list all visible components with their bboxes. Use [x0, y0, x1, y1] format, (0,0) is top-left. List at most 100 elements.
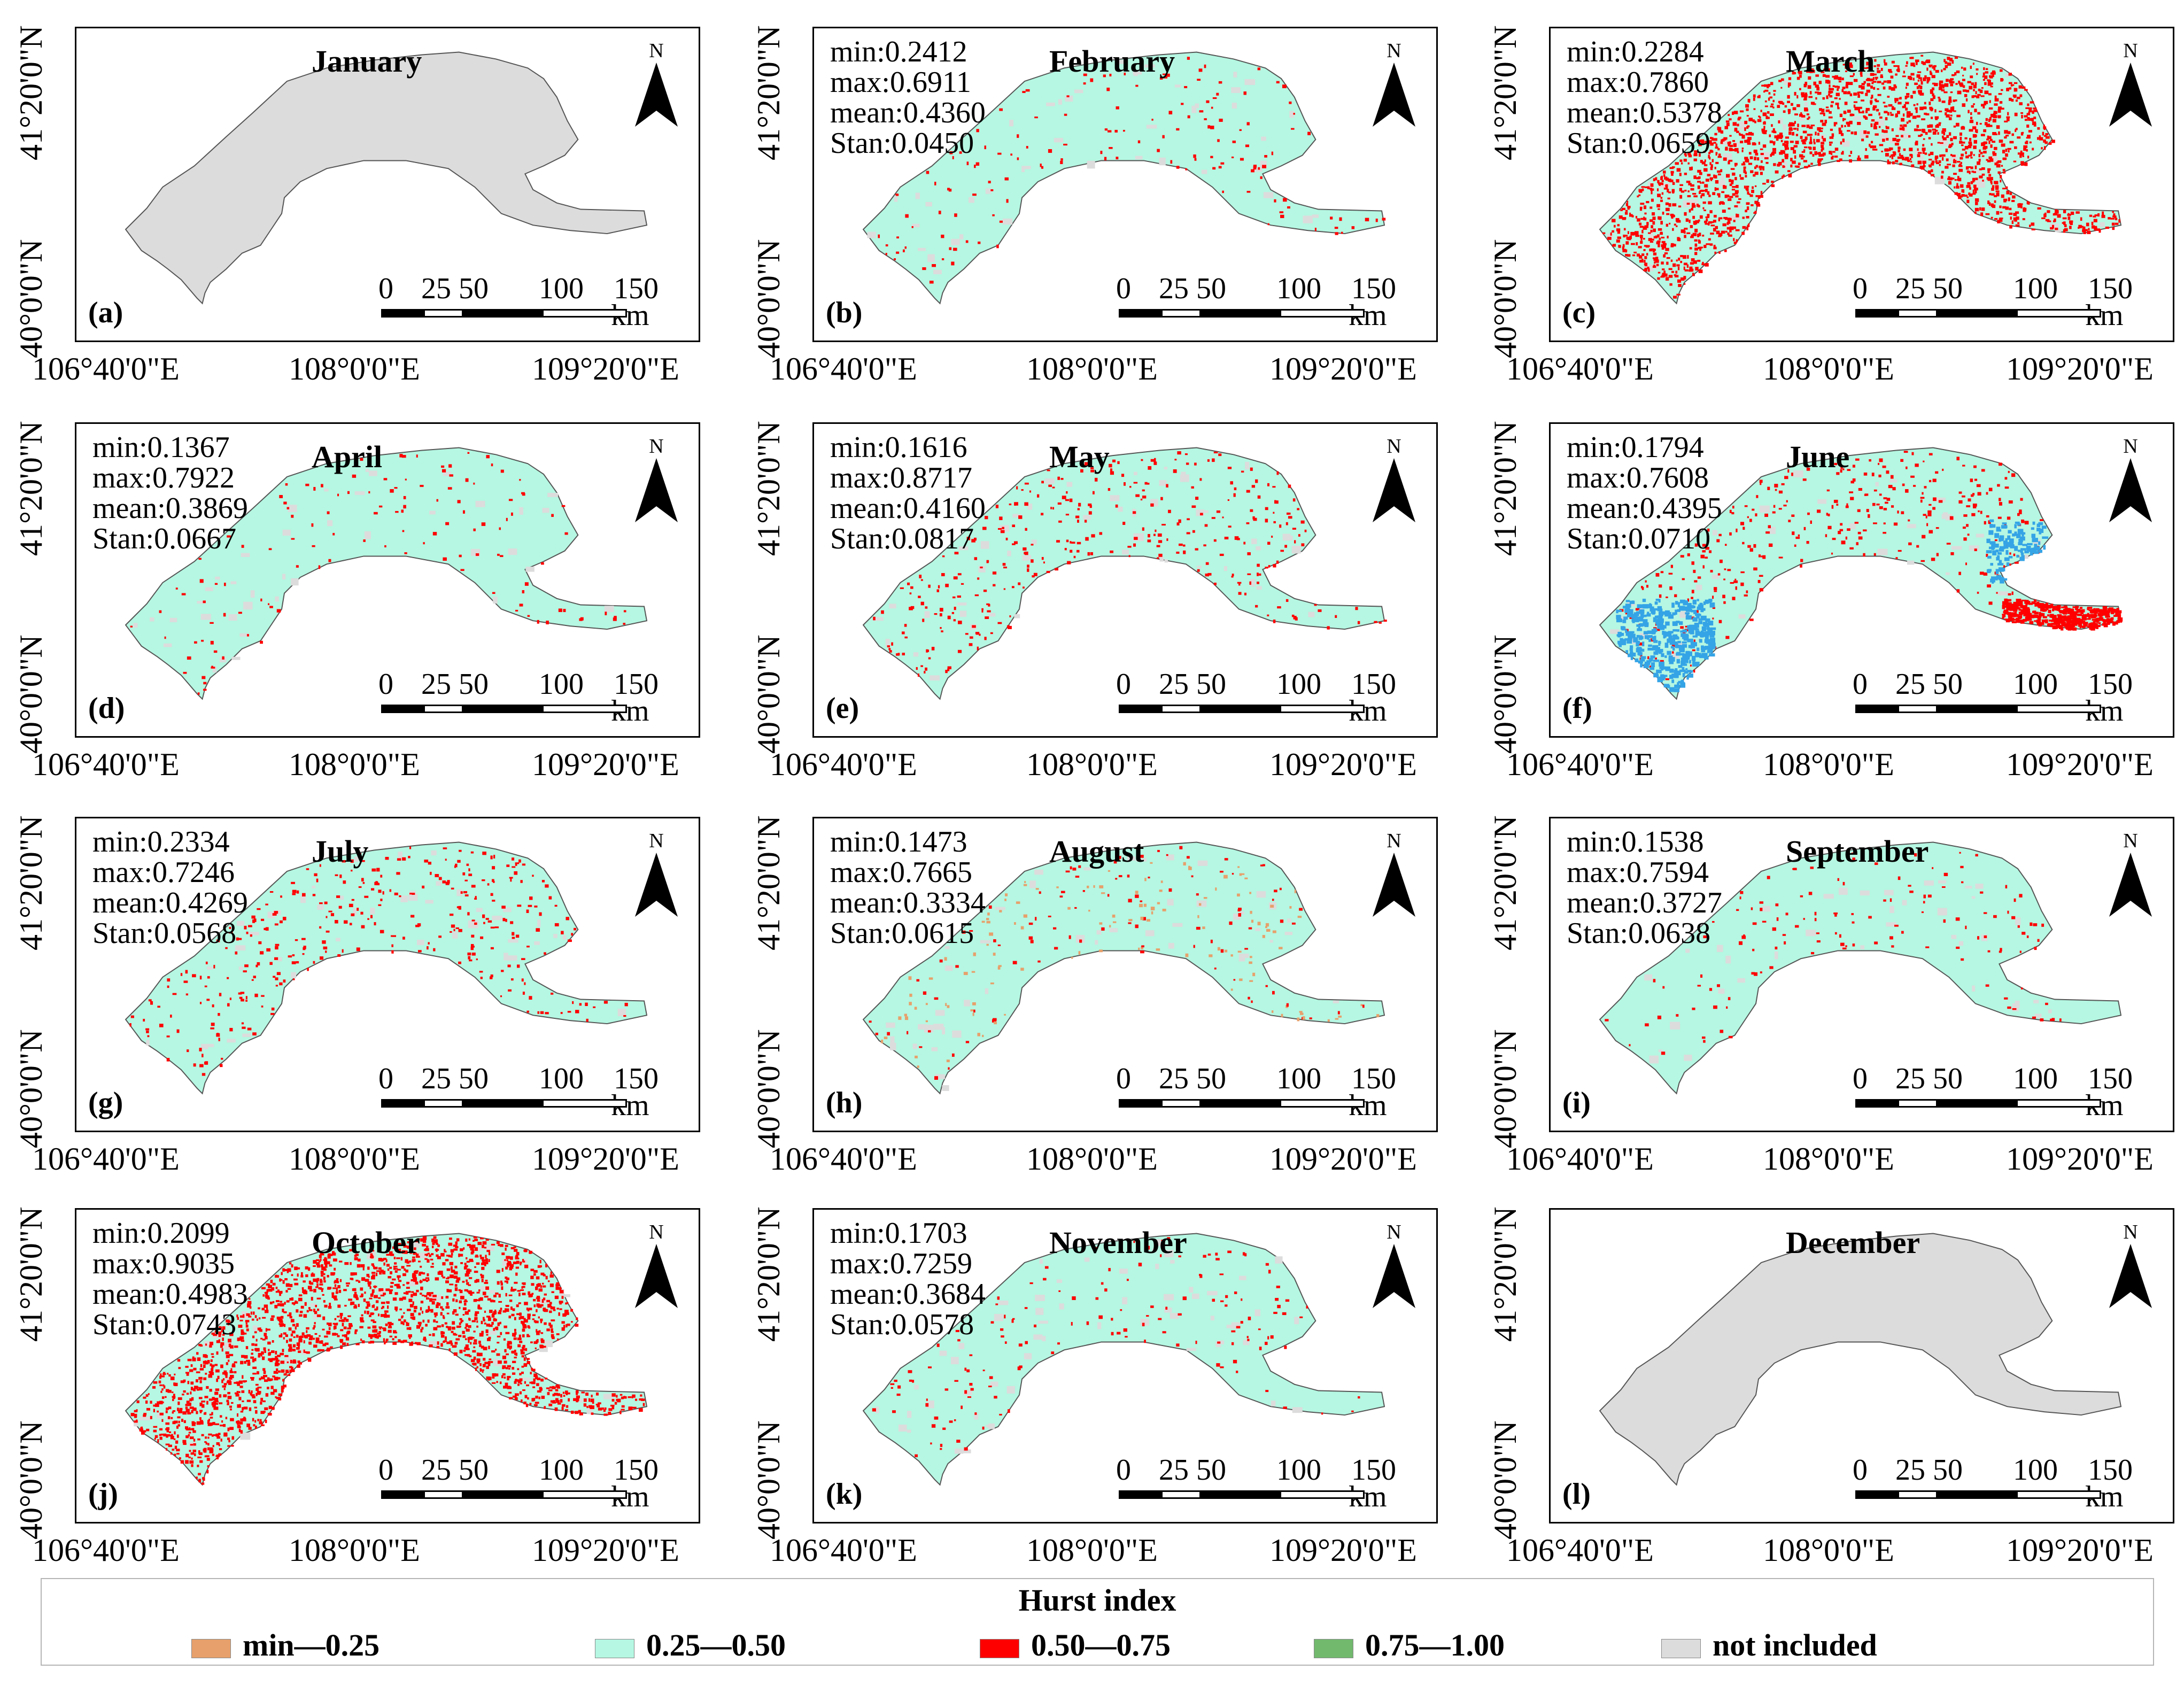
north-arrow-shape [635, 853, 678, 917]
scale-tick-label: 50 [1196, 668, 1226, 701]
north-arrow-icon: N [2101, 39, 2160, 129]
stats-block: min:0.1473 max:0.7665 mean:0.3334 Stan:0.06… [830, 827, 986, 949]
lake-outline [125, 51, 648, 305]
lake-outline [862, 447, 1385, 700]
scale-tick-label: 25 [1895, 1062, 1925, 1095]
lake-map [1599, 51, 2122, 305]
stats-block: min:0.2284 max:0.7860 mean:0.5378 Stan:0.06… [1567, 37, 1722, 159]
north-arrow-shape [635, 458, 678, 522]
stat-line: Stan:0.0568 [92, 917, 237, 950]
stats-block: min:0.2099 max:0.9035 mean:0.4983 Stan:0.07… [92, 1218, 248, 1340]
stat-line: max:0.6911 [830, 66, 971, 99]
lake-outline [1599, 841, 2122, 1095]
scale-tick-label: 25 [421, 272, 451, 305]
lon-label: 108°0'0"E [289, 747, 420, 782]
scale-segment [544, 311, 626, 316]
north-label: N [649, 40, 664, 62]
hurst-pixels [1610, 451, 2123, 692]
panel-letter: (i) [1562, 1086, 1591, 1119]
map-frame: August min:0.1473 max:0.7665 mean:0.3334 Sta… [812, 817, 1438, 1132]
legend-swatch [595, 1638, 634, 1658]
scale-tick-label: 0 [378, 668, 393, 701]
scale-tick-label: 150 [2088, 272, 2133, 305]
scale-segment [1899, 706, 1937, 711]
map-frame: October min:0.2099 max:0.9035 mean:0.4983 St… [75, 1208, 700, 1523]
month-title: September [1786, 834, 1929, 869]
scale-tick-label: 25 [1895, 1453, 1925, 1487]
lon-label: 108°0'0"E [1026, 1533, 1158, 1568]
scale-tick-label: 25 [421, 1062, 451, 1095]
scale-tick-label: 150 [614, 1062, 659, 1095]
north-label: N [1387, 435, 1401, 458]
lon-label: 109°20'0"E [532, 747, 679, 782]
scale-tick-label: 50 [459, 272, 489, 305]
north-label: N [649, 830, 664, 852]
scale-tick-label: 50 [1196, 1062, 1226, 1095]
scale-tick-label: 0 [378, 1062, 393, 1095]
lon-label: 109°20'0"E [2006, 1141, 2154, 1177]
north-arrow-icon: N [1365, 1220, 1423, 1311]
stat-line: min:0.1367 [92, 431, 230, 464]
north-arrow-icon: N [1365, 435, 1423, 525]
stat-line: Stan:0.0817 [830, 522, 974, 555]
lon-label: 108°0'0"E [1763, 351, 1894, 386]
scale-segment [1936, 706, 2018, 711]
scale-tick-label: 150 [614, 1453, 659, 1487]
lon-label: 109°20'0"E [1269, 747, 1417, 782]
stat-line: max:0.9035 [92, 1247, 235, 1280]
scale-tick-label: 150 [2088, 668, 2133, 701]
scale-tick-label: 0 [1853, 668, 1868, 701]
north-arrow-shape [1373, 63, 1415, 127]
legend-item-vhigh: 0.75—1.00 [1314, 1627, 1505, 1663]
map-panel-may: 41°20'0"N 40°0'0"N May min:0.1616 max:0.8717… [748, 401, 1443, 786]
scale-bar [1119, 705, 1365, 713]
scale-tick-label: 150 [614, 272, 659, 305]
legend: Hurst index min—0.25 0.25—0.50 0.50—0.75… [41, 1578, 2154, 1666]
scale-bar [381, 1490, 627, 1499]
scale-tick-label: 150 [2088, 1062, 2133, 1095]
legend-item-mid: 0.25—0.50 [595, 1627, 786, 1663]
scale-segment [1120, 1492, 1163, 1497]
lake-outline [1599, 1233, 2122, 1486]
scale-tick-label: 50 [1933, 1453, 1963, 1487]
stats-block: min:0.1703 max:0.7259 mean:0.3684 Stan:0.05… [830, 1218, 986, 1340]
scale-segment [1162, 1101, 1200, 1106]
stat-line: mean:0.4983 [92, 1278, 248, 1311]
north-arrow-shape [2109, 458, 2152, 522]
map-panel-february: 41°20'0"N 40°0'0"N February min:0.2412 max:0… [748, 5, 1443, 390]
stats-block: min:0.1367 max:0.7922 mean:0.3869 Stan:0.06… [92, 432, 248, 554]
scale-segment [1936, 311, 2018, 316]
stat-line: mean:0.4160 [830, 492, 986, 525]
month-title: April [312, 439, 383, 474]
stat-line: min:0.1616 [830, 431, 967, 464]
north-label: N [2123, 830, 2138, 852]
scale-tick-label: 0 [1853, 1062, 1868, 1095]
legend-swatch [1314, 1638, 1353, 1658]
lake-map [1599, 447, 2123, 700]
legend-swatch [1661, 1638, 1701, 1658]
hurst-pixels [873, 451, 1387, 681]
hurst-pixels [1605, 852, 2062, 1064]
north-label: N [649, 435, 664, 458]
scale-tick-label: 50 [459, 1453, 489, 1487]
month-title: June [1786, 439, 1850, 474]
month-title: October [312, 1225, 420, 1260]
north-label: N [649, 1221, 664, 1243]
scale-bar [1855, 1490, 2101, 1499]
panel-letter: (d) [88, 692, 125, 725]
lake-map [125, 1233, 648, 1486]
stats-block: min:0.1538 max:0.7594 mean:0.3727 Stan:0.06… [1567, 827, 1722, 949]
legend-swatch [980, 1638, 1019, 1658]
north-arrow-shape [2109, 1244, 2152, 1308]
scale-tick-label: 150 [1351, 1453, 1396, 1487]
lon-label: 109°20'0"E [1269, 351, 1417, 386]
scale-tick-label: 50 [1933, 668, 1963, 701]
scale-segment [462, 1492, 544, 1497]
scale-tick-label: 50 [1196, 1453, 1226, 1487]
map-frame: February min:0.2412 max:0.6911 mean:0.4360 S… [812, 27, 1438, 342]
scale-tick-label: 0 [1853, 272, 1868, 305]
north-arrow-icon: N [627, 39, 686, 129]
lon-label: 106°40'0"E [1506, 747, 1654, 782]
scale-segment [1199, 706, 1282, 711]
north-arrow-shape [1373, 853, 1415, 917]
